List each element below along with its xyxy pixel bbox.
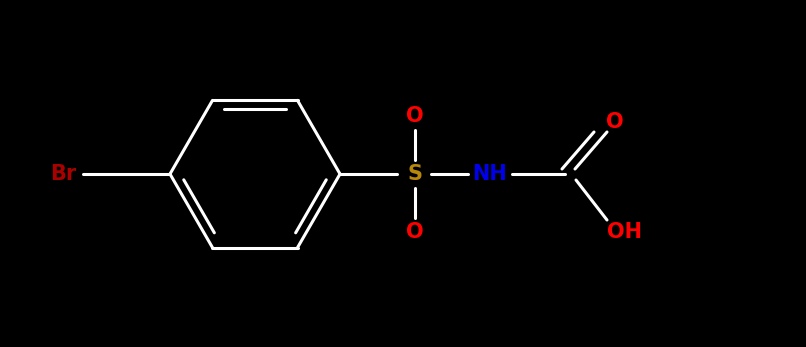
- Text: O: O: [406, 106, 424, 126]
- Text: O: O: [406, 222, 424, 242]
- Text: OH: OH: [608, 222, 642, 242]
- Text: Br: Br: [50, 164, 76, 184]
- Text: S: S: [408, 164, 422, 184]
- Text: O: O: [606, 112, 624, 132]
- Text: NH: NH: [472, 164, 507, 184]
